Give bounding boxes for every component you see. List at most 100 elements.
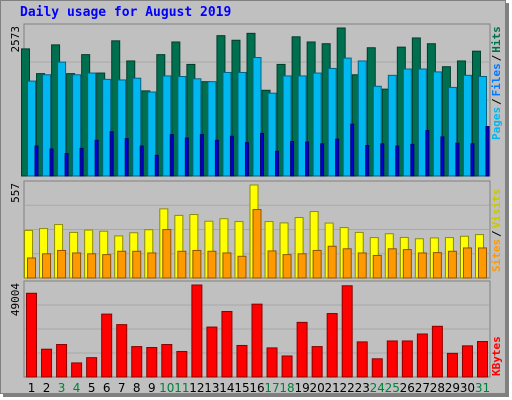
- bar-kbytes-day-18: [281, 355, 293, 378]
- bar-files-day-3: [57, 61, 67, 177]
- x-tick-label-day-9: 9: [148, 381, 156, 395]
- x-tick-label-day-31: 31: [475, 381, 490, 395]
- bar-pages-day-12: [199, 134, 204, 177]
- x-tick-label-day-7: 7: [118, 381, 126, 395]
- bar-sites-day-31: [477, 247, 487, 279]
- bar-files-day-22: [342, 57, 352, 177]
- bar-kbytes-day-3: [56, 344, 68, 378]
- bar-sites-day-29: [447, 250, 457, 279]
- bar-pages-day-23: [365, 145, 370, 177]
- x-tick-label-day-12: 12: [189, 381, 204, 395]
- bar-kbytes-day-31: [476, 341, 488, 378]
- x-tick-label-day-24: 24: [370, 381, 385, 395]
- bar-sites-day-16: [252, 209, 262, 279]
- x-tick-label-day-15: 15: [234, 381, 249, 395]
- x-tick-label-day-25: 25: [385, 381, 400, 395]
- bar-sites-day-27: [417, 252, 427, 279]
- bar-pages-day-30: [470, 143, 475, 177]
- x-tick-label-day-20: 20: [309, 381, 324, 395]
- x-tick-label-day-11: 11: [174, 381, 189, 395]
- bar-pages-day-19: [305, 141, 310, 177]
- bar-pages-day-17: [275, 150, 280, 177]
- x-tick-label-day-28: 28: [430, 381, 445, 395]
- x-tick-label-day-16: 16: [249, 381, 264, 395]
- bar-kbytes-day-10: [161, 344, 173, 378]
- bar-kbytes-day-29: [446, 352, 458, 378]
- bar-sites-day-10: [162, 229, 172, 279]
- bar-pages-day-1: [34, 145, 39, 177]
- bar-kbytes-day-23: [356, 341, 368, 378]
- bar-kbytes-day-21: [326, 313, 338, 378]
- bar-pages-day-22: [350, 123, 355, 177]
- bar-pages-day-20: [320, 143, 325, 177]
- bar-pages-day-25: [395, 145, 400, 177]
- bar-files-day-27: [417, 68, 427, 177]
- bar-pages-day-8: [139, 145, 144, 177]
- bar-sites-day-18: [282, 254, 292, 279]
- bar-kbytes-day-26: [401, 340, 413, 378]
- bar-kbytes-day-15: [236, 344, 248, 378]
- y-max-label-kbytes: 49004: [9, 283, 22, 316]
- bar-kbytes-day-24: [371, 358, 383, 378]
- bar-kbytes-day-28: [431, 325, 443, 378]
- bar-pages-day-14: [229, 135, 234, 177]
- bar-files-day-7: [117, 79, 127, 177]
- bar-sites-day-25: [387, 248, 397, 279]
- bar-sites-day-6: [102, 254, 112, 279]
- chart-title: Daily usage for August 2019: [20, 5, 232, 20]
- bar-pages-day-28: [440, 136, 445, 177]
- bar-sites-day-2: [42, 253, 52, 279]
- bar-sites-day-24: [372, 254, 382, 279]
- bar-files-day-4: [72, 74, 82, 177]
- bar-sites-day-26: [402, 249, 412, 279]
- bar-files-day-16: [252, 57, 262, 177]
- x-tick-label-day-1: 1: [28, 381, 36, 395]
- bar-sites-day-23: [357, 252, 367, 279]
- x-tick-label-day-3: 3: [58, 381, 66, 395]
- bar-pages-day-10: [169, 134, 174, 177]
- bar-files-day-9: [147, 91, 157, 177]
- legend-hits-: /: [490, 98, 503, 105]
- bar-pages-day-2: [49, 148, 54, 177]
- bar-kbytes-day-4: [71, 362, 83, 378]
- bar-sites-day-19: [297, 253, 307, 279]
- x-tick-label-day-4: 4: [73, 381, 81, 395]
- bar-kbytes-day-7: [116, 324, 128, 378]
- bar-files-day-21: [327, 67, 337, 177]
- bar-files-day-10: [162, 75, 172, 177]
- bar-sites-day-28: [432, 252, 442, 279]
- bar-pages-day-26: [410, 143, 415, 177]
- bar-sites-day-1: [27, 257, 37, 279]
- x-tick-label-day-26: 26: [400, 381, 415, 395]
- bar-pages-day-6: [109, 131, 114, 177]
- x-tick-label-day-14: 14: [219, 381, 234, 395]
- x-tick-label-day-8: 8: [133, 381, 141, 395]
- legend-visits-visits: Visits: [490, 189, 503, 229]
- bar-files-day-1: [27, 80, 37, 177]
- bar-files-day-24: [372, 85, 382, 177]
- y-max-label-hits_files_pages: 2573: [9, 26, 22, 53]
- bar-sites-day-12: [192, 249, 202, 279]
- legend-hits-hits: Hits: [490, 26, 503, 53]
- bar-files-day-31: [477, 75, 487, 177]
- bar-sites-day-22: [342, 248, 352, 279]
- bar-files-day-11: [177, 75, 187, 177]
- bar-kbytes-day-14: [221, 310, 233, 378]
- x-tick-label-day-22: 22: [340, 381, 355, 395]
- bar-files-day-25: [387, 74, 397, 177]
- bar-sites-day-13: [207, 250, 217, 279]
- bar-files-day-29: [447, 86, 457, 177]
- legend-kbytes-kbytes: KBytes: [490, 336, 503, 376]
- bar-sites-day-8: [132, 250, 142, 279]
- x-tick-label-day-29: 29: [445, 381, 460, 395]
- legend-visits-sites: Sites: [490, 239, 503, 272]
- bar-kbytes-day-16: [251, 303, 263, 378]
- bar-pages-day-18: [290, 140, 295, 177]
- bar-sites-day-14: [222, 252, 232, 279]
- bar-files-day-2: [42, 74, 52, 177]
- x-tick-label-day-30: 30: [460, 381, 475, 395]
- bar-pages-day-11: [184, 137, 189, 177]
- bar-files-day-14: [222, 71, 232, 177]
- bar-sites-day-15: [237, 255, 247, 279]
- bar-files-day-15: [237, 71, 247, 177]
